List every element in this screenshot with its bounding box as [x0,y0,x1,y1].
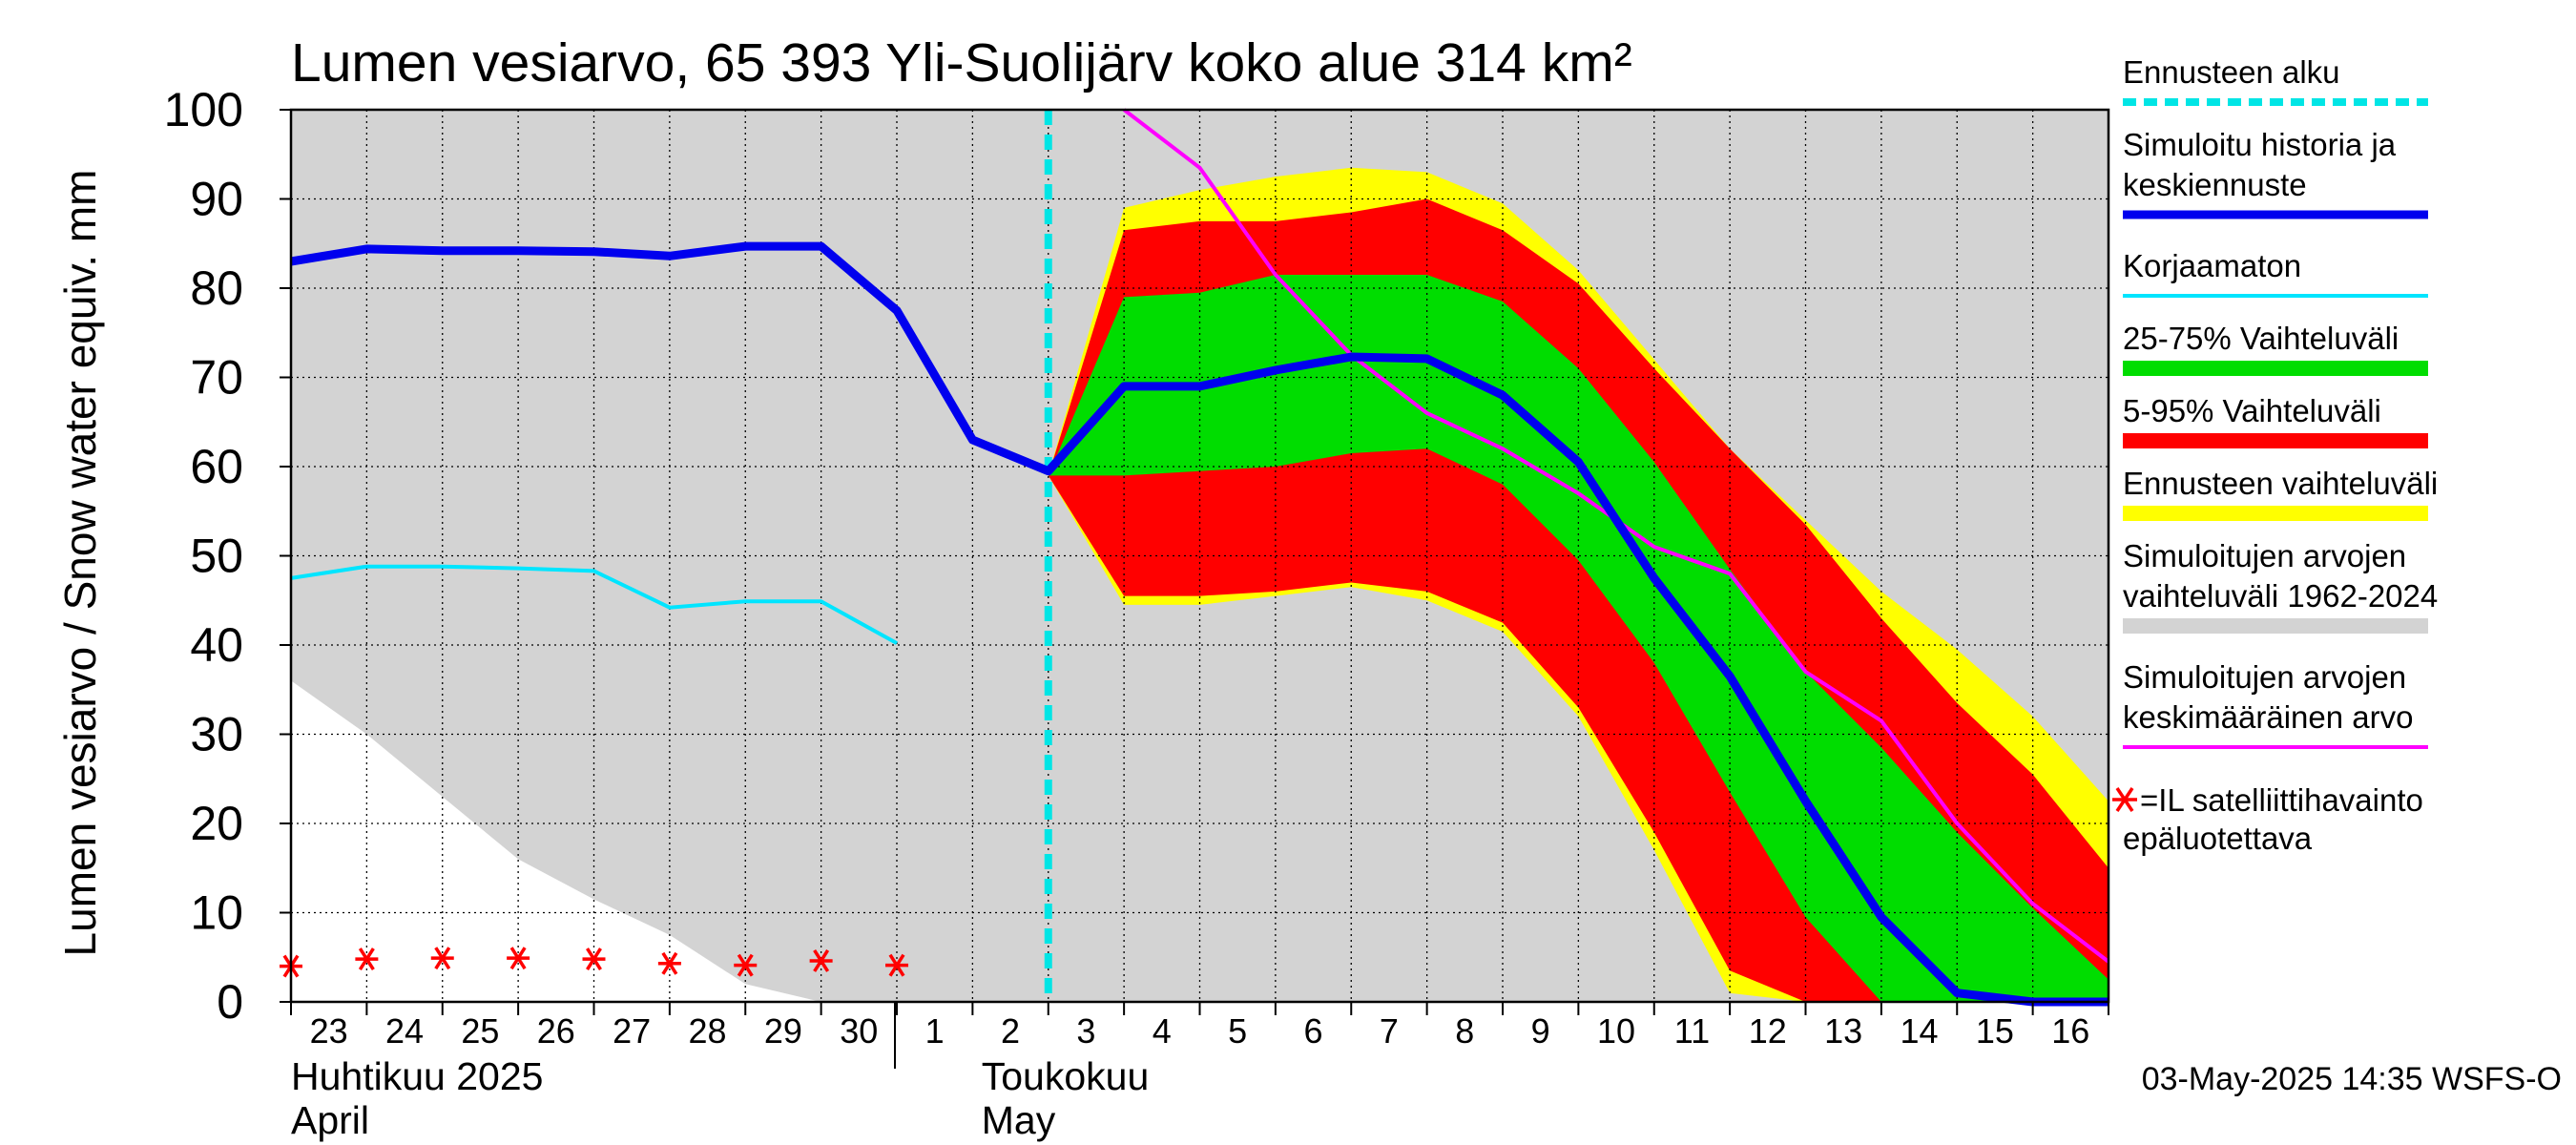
x-tick-label: 2 [1001,1011,1020,1051]
legend-label: Simuloitujen arvojen [2123,659,2406,695]
legend-label: keskiennuste [2123,167,2307,202]
y-tick-label: 80 [190,261,243,315]
satellite-marker [657,951,681,975]
marker-stroke [888,953,905,977]
month-label-en: April [291,1098,369,1142]
month-label-fi: Toukokuu [982,1054,1150,1098]
y-tick-label: 40 [190,618,243,672]
marker-stroke [586,947,602,971]
legend-label: 5-95% Vaihteluväli [2123,393,2381,428]
x-tick-label: 24 [385,1011,424,1051]
satellite-marker [507,947,530,970]
legend-label: Korjaamaton [2123,248,2301,283]
y-tick-label: 50 [190,530,243,583]
marker-stroke [813,949,830,972]
x-tick-label: 27 [613,1011,651,1051]
legend-label: keskimääräinen arvo [2123,699,2413,735]
y-tick-label: 70 [190,351,243,405]
satellite-marker [582,947,606,971]
satellite-marker [809,949,833,972]
x-tick-label: 14 [1901,1011,1939,1051]
legend-label: vaihteluväli 1962-2024 [2123,578,2438,614]
month-label-fi: Huhtikuu 2025 [291,1054,543,1098]
legend-label: 25-75% Vaihteluväli [2123,321,2399,356]
x-tick-label: 3 [1076,1011,1095,1051]
x-tick-label: 13 [1824,1011,1862,1051]
x-tick-label: 10 [1597,1011,1635,1051]
simulated-history-line [290,241,2109,1007]
y-tick-label: 90 [190,173,243,226]
satellite-marker [885,953,908,977]
x-tick-label: 26 [537,1011,575,1051]
marker-stroke [358,947,375,971]
y-axis: 0 10 20 30 40 50 60 70 80 90 100 [164,83,291,1029]
x-tick-label: 28 [689,1011,727,1051]
marker-stroke [737,953,754,977]
x-tick-label: 5 [1228,1011,1247,1051]
satellite-marker [430,947,454,970]
uncorrected-line [290,564,898,645]
x-tick-label: 25 [461,1011,499,1051]
x-tick-label: 7 [1380,1011,1399,1051]
x-tick-label: 29 [764,1011,802,1051]
x-axis: 23 24 25 26 27 28 29 30 1 2 3 4 5 6 7 8 9 10 11 12 13 14 15 16H… [290,1002,2109,1142]
legend-label: =IL satelliittihavainto [2140,782,2423,818]
month-label-en: May [982,1098,1056,1142]
legend: Ennusteen alku Simuloitu historia ja keski… [2112,54,2438,856]
x-tick-label: 16 [2051,1011,2089,1051]
legend-label: Ennusteen alku [2123,54,2340,90]
x-tick-label: 1 [925,1011,945,1051]
satellite-marker [734,953,758,977]
legend-marker-icon [2112,787,2137,812]
chart-title: Lumen vesiarvo, 65 393 Yli-Suolijärv kok… [291,32,1632,94]
satellite-marker [355,947,379,971]
legend-label: Simuloitujen arvojen [2123,538,2406,573]
marker-stroke [509,947,527,970]
x-tick-label: 9 [1531,1011,1550,1051]
marker-stroke [2115,787,2134,812]
y-tick-label: 10 [190,886,243,940]
p25-p75-band [1048,275,2109,1002]
y-axis-label: Lumen vesiarvo / Snow water equiv. mm [55,170,105,957]
x-tick-label: 23 [310,1011,348,1051]
marker-stroke [661,951,678,975]
y-tick-label: 20 [190,797,243,850]
x-tick-label: 12 [1749,1011,1787,1051]
x-tick-label: 15 [1976,1011,2014,1051]
x-tick-label: 8 [1455,1011,1474,1051]
y-tick-label: 0 [217,975,243,1029]
marker-stroke [434,947,451,970]
timestamp-footer: 03-May-2025 14:35 WSFS-O [2142,1061,2562,1097]
x-tick-label: 4 [1153,1011,1172,1051]
y-tick-label: 100 [164,83,243,136]
x-tick-label: 30 [840,1011,878,1051]
legend-label: Simuloitu historia ja [2123,127,2397,162]
y-tick-label: 30 [190,708,243,761]
legend-label: Ennusteen vaihteluväli [2123,466,2438,501]
legend-label: epäluotettava [2123,821,2313,856]
plot-area [280,108,2110,1007]
x-tick-label: 11 [1674,1011,1710,1051]
x-tick-label: 6 [1304,1011,1323,1051]
y-tick-label: 60 [190,440,243,493]
